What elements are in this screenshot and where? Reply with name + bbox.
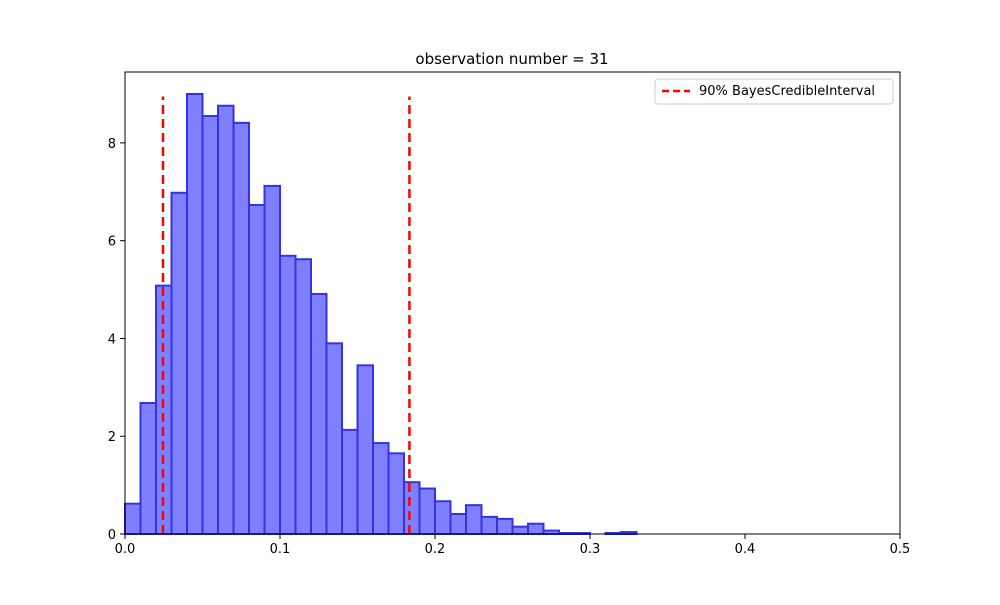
histogram-bar [372, 442, 390, 536]
y-tick-label: 4 [108, 332, 116, 347]
x-tick-label: 0.3 [580, 542, 601, 557]
plot-frame [124, 71, 901, 535]
x-tick-label: 0.0 [115, 542, 136, 557]
histogram-bar [294, 258, 312, 535]
legend-label: 90% BayesCredibleInterval [699, 84, 875, 99]
histogram-bar [387, 452, 405, 536]
histogram-bar [139, 401, 157, 535]
histogram-bar [449, 512, 467, 536]
legend: 90% BayesCredibleInterval [654, 78, 894, 105]
histogram-bar [310, 292, 328, 536]
legend-box [654, 78, 894, 105]
histogram-bar [356, 364, 374, 536]
y-tick-label: 6 [108, 235, 116, 250]
histogram-bar [527, 522, 545, 536]
x-axis: 0.0 0.1 0.2 0.3 0.4 0.5 [115, 534, 911, 557]
reference-lines-group [161, 96, 411, 534]
histogram-bar [341, 428, 359, 535]
x-tick-label: 0.5 [890, 542, 911, 557]
histogram-bar [434, 500, 452, 535]
histogram-bar [170, 191, 188, 535]
histogram-bar [496, 517, 514, 535]
histogram-bar [186, 93, 204, 535]
chart-title: observation number = 31 [415, 50, 608, 68]
histogram-bar [325, 342, 343, 536]
y-tick-label: 0 [108, 528, 116, 543]
histogram-bar [511, 525, 529, 536]
histogram-bar [124, 502, 142, 536]
histogram-bar [232, 121, 250, 535]
histogram-bar [263, 184, 281, 536]
histogram-bar [403, 481, 421, 535]
histogram-bar [465, 504, 483, 535]
x-tick-label: 0.2 [425, 542, 446, 557]
histogram-bar [217, 104, 235, 535]
histogram-bar [542, 529, 560, 535]
y-tick-label: 8 [108, 137, 116, 152]
x-tick-label: 0.4 [735, 542, 756, 557]
x-tick-label: 0.1 [270, 542, 291, 557]
histogram-bar [418, 487, 436, 535]
histogram-bar [201, 115, 219, 535]
y-axis: 0 2 4 6 8 [108, 137, 125, 543]
y-tick-label: 2 [108, 430, 116, 445]
histogram-bar [480, 515, 498, 536]
histogram-bar [248, 203, 266, 535]
bars-group [124, 93, 638, 536]
histogram-bar [279, 254, 297, 535]
